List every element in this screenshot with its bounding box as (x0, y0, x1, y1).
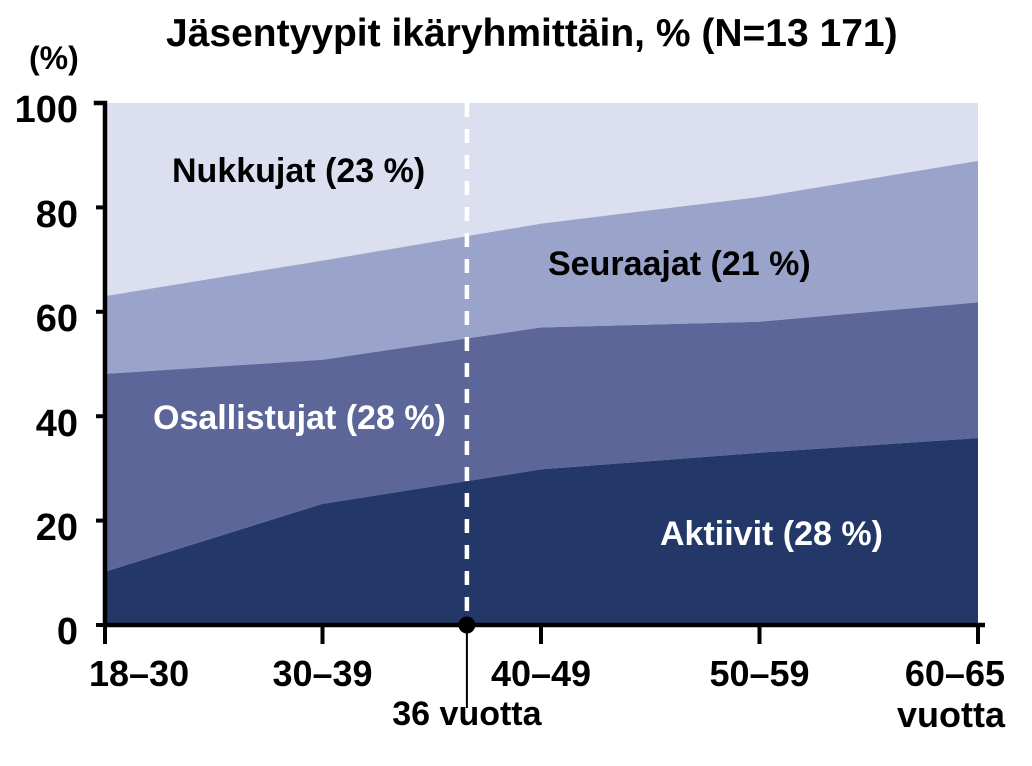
svg-text:40–49: 40–49 (491, 653, 591, 694)
svg-text:100: 100 (15, 89, 78, 131)
svg-text:60: 60 (36, 298, 78, 340)
svg-text:20: 20 (36, 507, 78, 549)
svg-text:vuotta: vuotta (897, 694, 1006, 735)
svg-text:Aktiivit (28 %): Aktiivit (28 %) (660, 515, 883, 553)
svg-text:0: 0 (57, 611, 78, 653)
svg-text:80: 80 (36, 194, 78, 236)
svg-text:18–30: 18–30 (89, 653, 189, 694)
svg-text:50–59: 50–59 (709, 653, 809, 694)
svg-text:(%): (%) (29, 40, 79, 76)
svg-text:Jäsentyypit ikäryhmittäin, % (: Jäsentyypit ikäryhmittäin, % (N=13 171) (166, 12, 898, 55)
svg-text:60–65: 60–65 (905, 653, 1005, 694)
svg-text:36 vuotta: 36 vuotta (392, 695, 542, 733)
svg-text:Osallistujat (28 %): Osallistujat (28 %) (153, 399, 446, 437)
svg-text:Nukkujat (23 %): Nukkujat (23 %) (172, 152, 425, 190)
svg-text:Seuraajat (21 %): Seuraajat (21 %) (548, 245, 811, 283)
svg-text:30–39: 30–39 (272, 653, 372, 694)
svg-text:40: 40 (36, 403, 78, 445)
